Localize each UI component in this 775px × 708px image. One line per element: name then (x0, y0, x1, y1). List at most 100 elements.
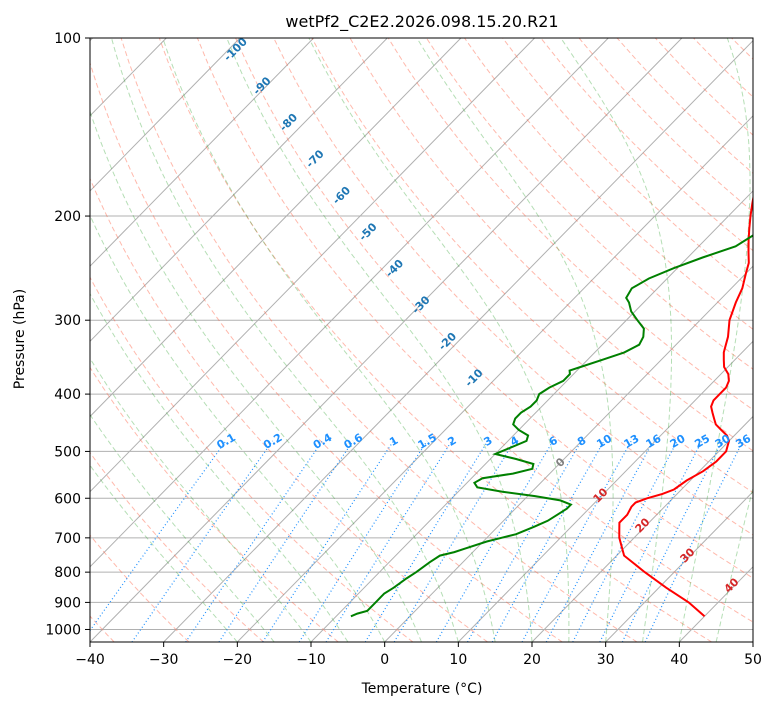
mixing-ratio-line (131, 440, 274, 642)
dry-adiabat (90, 451, 264, 642)
mixing-ratio-label: 3 (482, 434, 495, 449)
mixing-ratio-label: 1.5 (416, 431, 439, 452)
dry-adiabat (196, 38, 753, 623)
dry-adiabat (311, 38, 753, 494)
mixing-ratio-line (218, 440, 354, 642)
mixing-ratio-line (325, 440, 453, 642)
mixing-ratio-label: 4 (508, 434, 521, 449)
x-tick-label: −40 (75, 652, 105, 668)
mixing-ratio-line (644, 440, 744, 642)
isotherm-gridline (90, 38, 314, 267)
dry-adiabat (158, 38, 712, 642)
moist-adiabat (416, 38, 614, 642)
x-tick-label: 10 (449, 652, 467, 668)
dry-adiabat (502, 38, 753, 291)
y-tick-label: 500 (54, 444, 81, 460)
dewpoint-profile-line (350, 234, 753, 618)
dry-adiabat (693, 38, 753, 98)
x-tick-label: 0 (380, 652, 389, 668)
mixing-ratio-line (185, 440, 323, 642)
dry-adiabat-label: -40 (383, 257, 406, 280)
isotherm-gridline (90, 38, 462, 418)
y-tick-label: 400 (54, 387, 81, 403)
mixing-ratio-line (491, 440, 605, 642)
y-tick-label: 300 (54, 313, 81, 329)
chart-title: wetPf2_C2E2.2026.098.15.20.R21 (285, 12, 558, 32)
dry-adiabat (464, 38, 753, 330)
isotherm-gridline (90, 38, 683, 642)
dry-adiabat (349, 38, 753, 452)
moist-adiabat (678, 38, 751, 642)
moist-adiabat (162, 38, 496, 642)
isotherm-gridline (752, 641, 753, 642)
isotherm-gridline (90, 38, 609, 568)
mixing-ratio-label: 36 (733, 432, 753, 451)
y-axis-label: Pressure (hPa) (12, 289, 28, 389)
dry-adiabat (770, 38, 775, 642)
y-tick-label: 600 (54, 491, 81, 507)
y-tick-label: 100 (54, 31, 81, 47)
moist-adiabat-label: 40 (722, 575, 742, 595)
dry-adiabat (425, 38, 753, 370)
moist-adiabat-label: 20 (633, 515, 653, 535)
moist-adiabat (90, 357, 312, 642)
isotherm-gridline (457, 340, 753, 642)
x-tick-label: −10 (296, 652, 326, 668)
x-tick-label: −20 (223, 652, 253, 668)
mixing-ratio-line (435, 440, 554, 642)
moist-adiabat (111, 38, 459, 642)
moist-adiabat (752, 639, 753, 642)
moist-adiabat (90, 413, 275, 642)
dry-adiabat (235, 38, 753, 579)
mixing-ratio-label: 0.4 (311, 431, 335, 452)
isotherm-gridline (90, 38, 388, 343)
isotherm-gridline (384, 265, 753, 642)
mixing-ratio-line (393, 440, 515, 642)
isotherm-gridline (90, 38, 535, 493)
y-tick-label: 900 (54, 595, 81, 611)
dry-adiabat-label: -10 (462, 366, 485, 389)
isotherm-gridline (236, 115, 753, 642)
dry-adiabat-label: -100 (221, 35, 250, 64)
moist-adiabat (226, 38, 533, 642)
x-axis-label: Temperature (°C) (361, 681, 483, 697)
mixing-ratio-label: 0.1 (214, 431, 237, 452)
moist-adiabat (90, 292, 349, 642)
mixing-ratio-label: 20 (668, 432, 688, 451)
mixing-ratio-line (521, 440, 632, 642)
temperature-profile-line (618, 194, 753, 618)
isotherm-gridline (531, 415, 753, 642)
dry-adiabat-label: -50 (356, 220, 379, 243)
mixing-ratio-label: 13 (622, 432, 642, 451)
mixing-ratio-label: 2 (446, 434, 459, 449)
moist-adiabat (90, 109, 422, 642)
dry-adiabat (90, 61, 563, 642)
mixing-ratio-label: 6 (547, 434, 560, 449)
x-tick-label: 30 (597, 652, 615, 668)
moist-adiabat (715, 485, 753, 642)
isotherm-gridline (605, 490, 753, 642)
y-tick-label: 200 (54, 209, 81, 225)
mixing-ratio-label: 0.2 (261, 431, 284, 452)
x-tick-label: 50 (744, 652, 762, 668)
mixing-ratio-line (599, 440, 703, 642)
dry-adiabat-label: -60 (330, 184, 353, 207)
moist-adiabat (308, 38, 570, 642)
dry-adiabat (120, 38, 638, 642)
moist-adiabat-label: 10 (591, 485, 611, 505)
dry-adiabat-label: -20 (436, 330, 459, 353)
y-tick-label: 800 (54, 565, 81, 581)
y-tick-label: 1000 (45, 622, 81, 638)
isotherm-gridline (163, 39, 753, 642)
mixing-ratio-line (262, 440, 395, 642)
mixing-ratio-label: 0.6 (342, 431, 366, 452)
mixing-ratio-line (364, 440, 489, 642)
x-tick-label: −30 (149, 652, 179, 668)
x-tick-label: 40 (670, 652, 688, 668)
mixing-ratio-label: 1 (387, 434, 400, 449)
plot-area (90, 38, 775, 642)
y-tick-label: 700 (54, 531, 81, 547)
isotherm-gridline (310, 190, 753, 642)
